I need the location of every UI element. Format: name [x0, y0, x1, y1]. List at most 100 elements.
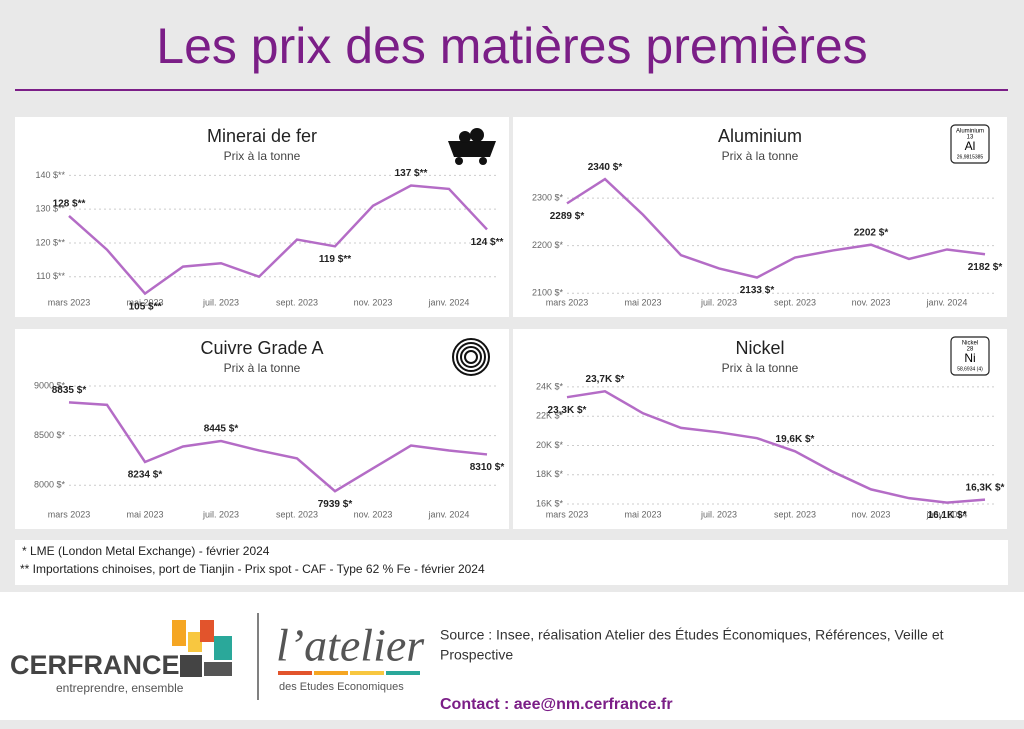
x-tick-label: juil. 2023	[700, 509, 737, 519]
notes-box	[15, 540, 1008, 585]
data-label: 7939 $*	[318, 499, 353, 510]
x-tick-label: sept. 2023	[276, 509, 318, 519]
data-label: 128 $**	[53, 199, 86, 210]
y-tick-label: 22K $*	[536, 411, 564, 421]
y-tick-label: 140 $**	[35, 170, 65, 180]
y-tick-label: 20K $*	[536, 440, 564, 450]
y-tick-label: 130 $**	[35, 204, 65, 214]
y-tick-label: 2100 $*	[532, 288, 564, 298]
x-tick-label: nov. 2023	[852, 509, 891, 519]
element-name: Nickel	[962, 341, 978, 347]
x-tick-label: sept. 2023	[774, 509, 816, 519]
data-label: 8835 $*	[52, 385, 87, 396]
data-label: 23,3K $*	[548, 405, 587, 416]
x-tick-label: mai 2023	[624, 297, 661, 307]
x-tick-label: sept. 2023	[276, 297, 318, 307]
cerfrance-logo	[172, 620, 232, 677]
ore	[470, 128, 484, 142]
element-mass: 26,9815385	[957, 154, 984, 160]
panel	[513, 329, 1007, 529]
source: Source : Insee, réalisation Atelier des …	[440, 627, 944, 643]
coil-icon	[460, 346, 482, 368]
panel	[15, 329, 509, 529]
tagline: entreprendre, ensemble	[56, 681, 184, 695]
line	[566, 390, 986, 504]
y-tick-label: 120 $**	[35, 237, 65, 247]
element-symbol: Ni	[964, 351, 975, 365]
logo-block	[214, 636, 232, 660]
wheel	[479, 157, 487, 165]
chart-title: Cuivre Grade A	[200, 338, 323, 358]
data-label: 2182 $*	[968, 262, 1003, 273]
chart-subtitle: Prix à la tonne	[224, 149, 301, 163]
chart-subtitle: Prix à la tonne	[722, 149, 799, 163]
logo-block	[200, 620, 214, 642]
element-number: 28	[967, 347, 974, 353]
data-label: 8234 $*	[128, 470, 163, 481]
x-tick-label: mai 2023	[126, 509, 163, 519]
element-number: 13	[967, 135, 974, 141]
element-card	[950, 336, 990, 376]
page-title: Les prix des matières premières	[156, 18, 867, 74]
x-tick-label: nov. 2023	[852, 297, 891, 307]
element-name: Aluminium	[956, 129, 984, 135]
data-label: 2133 $*	[740, 285, 775, 296]
data-label: 19,6K $*	[776, 434, 815, 445]
data-label: 2202 $*	[854, 227, 889, 238]
x-tick-label: mai 2023	[126, 297, 163, 307]
logo-stripe	[350, 671, 384, 675]
chart-title: Aluminium	[718, 126, 802, 146]
y-tick-label: 2300 $*	[532, 193, 564, 203]
data-label: 105 $**	[129, 301, 162, 312]
data-label: 124 $**	[471, 237, 504, 248]
note: ** Importations chinoises, port de Tianj…	[20, 562, 485, 576]
data-label: 23,7K $*	[586, 374, 625, 385]
logo-stripe	[278, 671, 312, 675]
x-tick-label: janv. 2024	[428, 297, 470, 307]
coil-icon	[464, 350, 478, 364]
line	[68, 401, 488, 493]
element-symbol: Al	[965, 139, 976, 153]
x-tick-label: mai 2023	[624, 509, 661, 519]
chart-title: Nickel	[735, 338, 784, 358]
data-label: 2289 $*	[550, 211, 585, 222]
note: * LME (London Metal Exchange) - février …	[22, 544, 270, 558]
element-mass: 58,6934 (4)	[957, 366, 983, 372]
x-tick-label: janv. 2024	[926, 509, 968, 519]
x-tick-label: mars 2023	[48, 297, 91, 307]
line	[566, 177, 986, 279]
data-label: 2340 $*	[588, 162, 623, 173]
data-label: 16,3K $*	[966, 482, 1005, 493]
data-label: 16,1K $*	[928, 510, 967, 521]
data-label: 137 $**	[395, 168, 428, 179]
y-tick-label: 16K $*	[536, 498, 564, 508]
x-tick-label: janv. 2024	[428, 509, 470, 519]
x-tick-label: sept. 2023	[774, 297, 816, 307]
coil-icon	[452, 338, 490, 376]
data-label: 8445 $*	[204, 424, 239, 435]
y-tick-label: 8500 $*	[34, 430, 66, 440]
y-tick-label: 18K $*	[536, 469, 564, 479]
footer	[0, 592, 1024, 720]
element-card	[950, 124, 990, 164]
data-label: 8310 $*	[470, 462, 505, 473]
ore	[459, 131, 471, 143]
atelier-logo: l’atelier	[276, 620, 425, 671]
chart-title: Minerai de fer	[207, 126, 317, 146]
x-tick-label: juil. 2023	[700, 297, 737, 307]
y-tick-label: 9000 $*	[34, 380, 66, 390]
x-tick-label: janv. 2024	[926, 297, 968, 307]
x-tick-label: nov. 2023	[354, 297, 393, 307]
x-tick-label: nov. 2023	[354, 509, 393, 519]
y-tick-label: 110 $**	[36, 271, 65, 281]
logo-block	[204, 662, 232, 676]
logo-stripe	[386, 671, 420, 675]
x-tick-label: juil. 2023	[202, 509, 239, 519]
line	[68, 184, 488, 296]
source: Prospective	[440, 647, 513, 663]
data-label: 119 $**	[319, 254, 351, 265]
y-tick-label: 2200 $*	[532, 240, 564, 250]
y-tick-label: 8000 $*	[34, 480, 66, 490]
brand: CERFRANCE	[10, 650, 180, 680]
